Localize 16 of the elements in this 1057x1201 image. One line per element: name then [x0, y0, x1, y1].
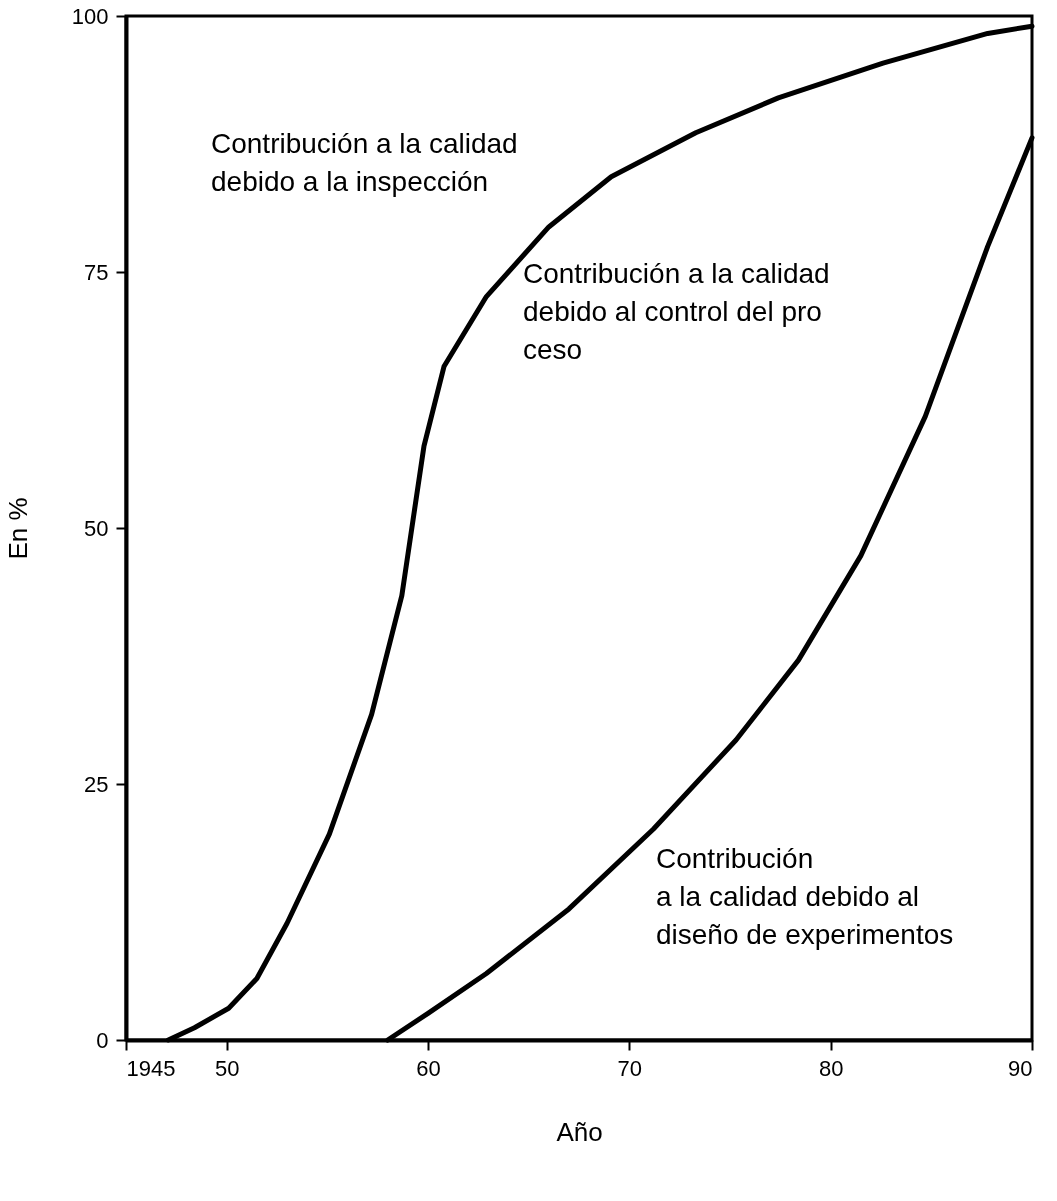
y-tick-label: 25: [84, 771, 109, 797]
y-tick-label: 50: [84, 515, 109, 541]
y-tick-label: 75: [84, 259, 109, 285]
y-axis-title: En %: [2, 497, 33, 560]
x-tick-label: 60: [416, 1055, 441, 1081]
x-axis-title: Año: [556, 1116, 603, 1147]
x-tick-label: 50: [214, 1055, 240, 1081]
annotation: Contribución a la calidad debido al control del pro ceso: [523, 258, 830, 365]
x-tick-label: 70: [617, 1055, 643, 1081]
y-tick-label: 0: [96, 1027, 109, 1053]
x-tick-label: 90: [1008, 1055, 1033, 1081]
x-tick-label: 80: [818, 1055, 844, 1081]
x-tick-label: 1945: [126, 1055, 176, 1081]
y-tick-label: 100: [71, 3, 109, 29]
annotation: Contribución a la calidad debido a la inspección: [211, 128, 518, 197]
annotation: Contribución a la calidad debido al diseño de experimentos: [656, 843, 954, 950]
